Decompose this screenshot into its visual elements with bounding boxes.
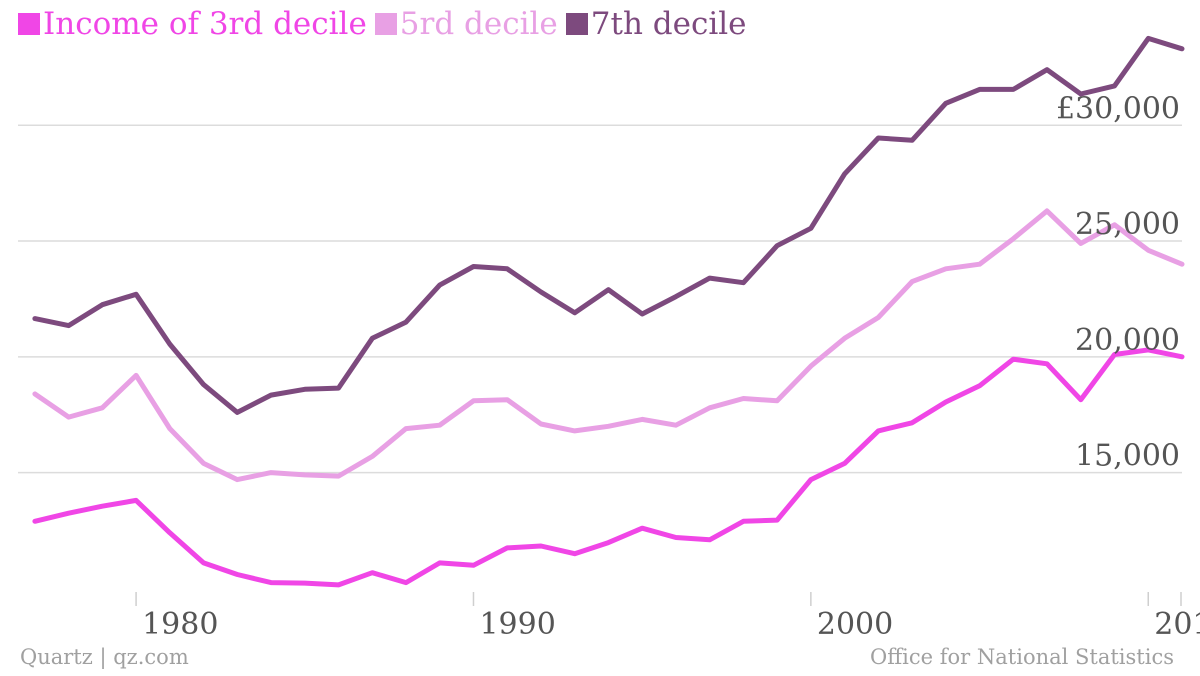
series-line-7th-decile	[32, 35, 1185, 415]
legend-item-3rd-decile: Income of 3rd decile	[18, 6, 367, 42]
credit-text: Quartz | qz.com	[20, 645, 189, 669]
series-line-3rd-decile	[32, 347, 1185, 588]
x-tick-label-1980: 1980	[142, 607, 218, 642]
legend-item-7th-decile: 7th decile	[565, 6, 747, 42]
chart-legend: Income of 3rd decile 5rd decile 7th deci…	[18, 4, 755, 44]
y-axis-labels: 15,000 20,000 25,000 £30,000	[1056, 91, 1180, 473]
x-tick-label-2000: 2000	[817, 607, 893, 642]
y-tick-label-15000: 15,000	[1075, 439, 1180, 474]
x-axis: 1980 1990 2000 2010	[135, 592, 1200, 642]
grid-layer	[18, 124, 1182, 474]
x-tick-label-2010: 2010	[1154, 607, 1200, 642]
legend-swatch-3rd-decile	[18, 13, 40, 35]
y-tick-label-25000: 25,000	[1075, 207, 1180, 242]
legend-swatch-5th-decile	[374, 13, 397, 35]
legend-item-5th-decile: 5rd decile	[374, 6, 558, 42]
legend-label-5th-decile: 5rd decile	[399, 6, 558, 42]
source-text: Office for National Statistics	[870, 645, 1174, 669]
series-lines	[32, 35, 1185, 588]
x-tick-label-1990: 1990	[479, 607, 555, 642]
legend-swatch-7th-decile	[565, 13, 588, 35]
y-tick-label-20000: 20,000	[1075, 323, 1180, 358]
series-line-5th-decile	[32, 208, 1185, 483]
legend-label-7th-decile: 7th decile	[590, 6, 747, 42]
legend-label-3rd-decile: Income of 3rd decile	[43, 6, 367, 42]
y-tick-label-30000: £30,000	[1056, 91, 1180, 126]
